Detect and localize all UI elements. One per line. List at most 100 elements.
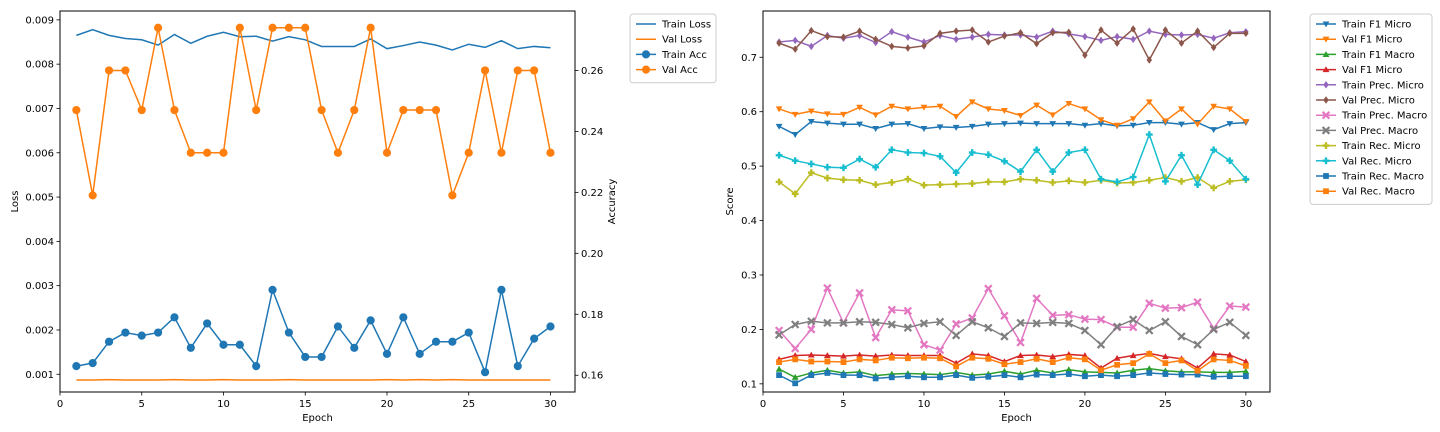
chart2-series-train-prec-macro-point-stroke-b (1064, 310, 1073, 319)
chart2-legend-val-rec-micro-marker (1322, 157, 1330, 165)
chart1-y-tick-label: 0.003 (25, 281, 54, 292)
chart2-series-val-rec-macro-point (1017, 359, 1024, 365)
chart2-series-val-prec-macro-point (951, 331, 961, 340)
chart2-series-train-prec-micro-point (1146, 27, 1153, 35)
chart2-series-train-prec-macro-point (1064, 310, 1073, 319)
chart2-series-train-prec-micro-point (969, 33, 975, 41)
chart2-series-train-f1-micro-point (1210, 127, 1218, 134)
chart2-series-val-rec-micro-point (791, 157, 799, 165)
chart2-series-val-rec-macro-point (1178, 357, 1185, 364)
chart2-series-val-prec-macro-point (871, 318, 880, 327)
chart1-series-train-acc-point (121, 328, 130, 337)
chart2-series-val-f1-micro-point (1033, 102, 1041, 109)
chart2-series-train-f1-macro-point (1145, 365, 1153, 372)
chart2-series-val-rec-macro-point (1001, 361, 1008, 368)
chart2-series-train-f1-micro-point (984, 121, 992, 128)
chart2-series-val-prec-micro-point (872, 35, 879, 44)
chart2-series-val-prec-macro-point (1016, 318, 1025, 328)
chart2-series-val-prec-micro-point (1210, 43, 1217, 52)
chart2-series-train-rec-macro-point (1001, 372, 1008, 379)
chart2-y-tick-label: 0.6 (741, 107, 757, 118)
chart2-series-val-prec-macro-point-stroke-b (887, 320, 896, 329)
chart1-legend-train-acc-label: Train Acc (661, 50, 707, 61)
chart2-series-train-f1-macro-point (1033, 366, 1041, 373)
chart2-series-val-f1-micro-point (856, 104, 863, 111)
chart2-series-val-prec-micro-point (953, 27, 959, 35)
chart1-y-tick-label: 0.007 (25, 104, 54, 115)
chart2-series-train-prec-macro-point-stroke-b (903, 306, 913, 316)
chart2-series-val-prec-macro-point (903, 323, 913, 332)
chart2-series-val-prec-micro-point (1243, 29, 1249, 38)
chart2-series-val-prec-macro-point (919, 319, 929, 328)
chart2-legend-val-f1-micro-marker (1322, 36, 1330, 43)
chart2-series-val-prec-micro-point (969, 26, 975, 34)
chart1-series-train-acc-point (203, 319, 212, 328)
chart2-series-train-rec-macro-point (1146, 370, 1153, 376)
chart2-series-train-rec-macro-point (872, 375, 879, 382)
chart2-legend-train-prec-micro-label: Train Prec. Micro (1341, 80, 1424, 91)
chart2-series-val-prec-macro-point-stroke-b (1048, 318, 1057, 327)
chart1-series-train-acc-point (252, 361, 261, 371)
chart2-series-train-rec-micro-point (968, 180, 976, 187)
chart2-series-val-rec-micro-point (1129, 173, 1137, 181)
chart2-series-val-f1-micro-point (1097, 117, 1105, 124)
chart2-series-val-f1-micro-point (1129, 352, 1137, 359)
chart2-series-val-prec-macro-point (807, 317, 816, 326)
chart2-series-val-rec-micro-line (778, 132, 1247, 187)
chart2-series-val-rec-macro-point (824, 358, 831, 365)
chart2-series-val-prec-macro-point-stroke-b (1016, 318, 1025, 328)
chart2-series-val-prec-micro-point (840, 33, 847, 41)
chart2-series-train-prec-macro-point (984, 284, 993, 293)
chart2-x-axis-label: Epoch (1001, 413, 1032, 424)
chart2-series-val-rec-micro-point (952, 169, 960, 177)
chart2-series-train-prec-macro-point (791, 344, 800, 353)
chart2-series-val-prec-macro-point-stroke-b (774, 330, 784, 340)
chart2-series-val-rec-micro-point (856, 155, 863, 163)
chart2-legend-val-rec-macro-marker (1323, 188, 1329, 195)
chart2-series-val-f1-micro-point (1113, 122, 1121, 129)
chart2-series-train-f1-micro-point (1178, 121, 1185, 128)
chart2-y-tick-label: 0.7 (741, 53, 757, 64)
chart2-series-train-rec-macro-point (953, 372, 960, 379)
chart2-legend-val-f1-micro-label: Val F1 Micro (1342, 35, 1402, 46)
chart2-series-val-rec-micro-point (1033, 146, 1041, 154)
chart2-series-val-f1-micro-point (1210, 350, 1218, 357)
chart2-series-train-f1-micro-point (1097, 121, 1105, 128)
chart2-series-val-rec-macro-point (1242, 362, 1249, 369)
chart2-series-val-prec-micro-point (985, 38, 992, 46)
chart2-series-train-rec-micro-point (888, 179, 896, 186)
chart1-x-tick-label: 0 (57, 399, 63, 410)
chart2-series-val-prec-macro-point (1032, 319, 1041, 328)
chart2-series-val-prec-micro-point (1162, 26, 1169, 34)
chart2-series-val-prec-micro-point (1098, 26, 1104, 34)
chart2-series-val-prec-macro-point-stroke-b (903, 323, 913, 332)
chart1-series-val-acc-point (72, 105, 81, 115)
chart2-series-train-prec-macro-point (1096, 315, 1106, 324)
chart1-series-train-acc-point (153, 328, 163, 337)
chart2-series-train-rec-macro-point (1065, 371, 1072, 377)
chart2-series-train-prec-macro-point-stroke-b (823, 283, 832, 293)
chart1-series-val-acc-point (497, 148, 506, 157)
chart2-series-train-rec-micro-point (920, 181, 928, 189)
chart1-legend-train-acc-marker (641, 50, 651, 59)
chart2-series-train-rec-macro-point (1226, 373, 1233, 380)
chart2-series-train-prec-micro-point (1210, 34, 1217, 42)
chart1-series-val-acc-point (366, 23, 375, 32)
chart2-series-val-prec-macro-point-stroke-b (807, 317, 816, 326)
chart2-series-val-prec-macro-point-stroke-b (791, 320, 800, 329)
chart2-series-train-f1-micro-point (968, 123, 976, 130)
chart2-series-train-prec-micro-point (1098, 36, 1104, 45)
chart2-legend-train-prec-micro-marker (1323, 81, 1329, 89)
chart1-series-train-acc-point (170, 313, 179, 322)
chart2-series-val-f1-micro-point (984, 106, 992, 113)
chart1-series-val-acc-point (464, 148, 473, 157)
chart2-series-train-prec-macro-point-stroke-b (935, 345, 945, 355)
chart2-series-train-prec-macro-point (1129, 323, 1138, 332)
chart2-series-val-f1-micro-point (1129, 116, 1137, 123)
chart2-series-val-rec-macro-point (1065, 354, 1072, 361)
chart2-series-train-rec-macro-point (824, 370, 831, 376)
chart2-series-train-f1-macro-point (775, 365, 783, 372)
chart2-legend-train-f1-micro-label: Train F1 Micro (1341, 20, 1411, 31)
chart2-series-train-prec-macro-point-stroke-b (791, 344, 800, 353)
chart2-legend-val-rec-macro-label: Val Rec. Macro (1342, 187, 1415, 198)
